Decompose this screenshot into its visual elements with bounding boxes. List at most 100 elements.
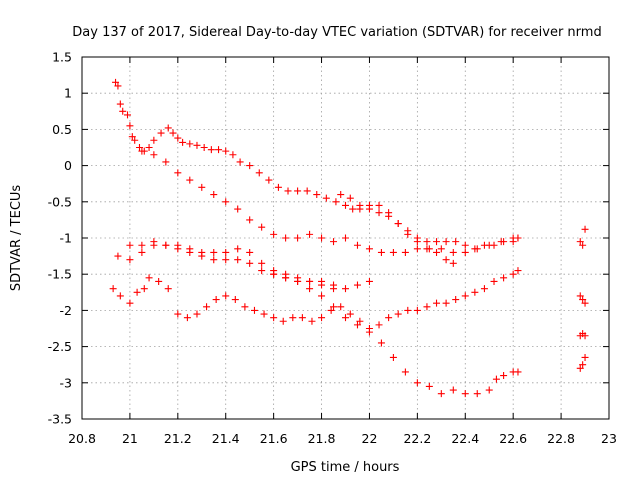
- data-point: [193, 310, 201, 318]
- data-point: [112, 78, 120, 86]
- data-point: [365, 205, 373, 213]
- data-point: [452, 238, 460, 246]
- data-point: [186, 140, 194, 148]
- data-point: [473, 390, 481, 398]
- data-point: [157, 129, 165, 137]
- axis-ticks: 20.8 21 21.2 21.4 21.6 21.8 22 22.2 22.4 22.6 22.8…: [48, 50, 617, 447]
- data-point: [109, 285, 117, 293]
- data-point: [318, 277, 326, 285]
- data-point: [356, 317, 364, 325]
- data-point: [404, 227, 412, 235]
- data-point: [222, 248, 230, 256]
- data-point: [332, 198, 340, 206]
- data-point: [471, 288, 479, 296]
- data-point: [207, 146, 215, 154]
- data-point: [461, 241, 469, 249]
- data-point: [461, 292, 469, 300]
- x-tick-label: 21.8: [308, 431, 336, 446]
- data-point: [198, 183, 206, 191]
- data-point: [353, 241, 361, 249]
- data-point: [145, 274, 153, 282]
- data-point: [186, 176, 194, 184]
- series-track-b: [138, 147, 522, 256]
- data-point: [394, 310, 402, 318]
- x-tick-label: 21: [122, 431, 138, 446]
- data-point: [308, 317, 316, 325]
- data-point: [250, 306, 258, 314]
- x-tick-label: 22.8: [547, 431, 575, 446]
- data-point: [138, 248, 146, 256]
- data-point: [346, 310, 354, 318]
- data-point: [138, 241, 146, 249]
- data-point: [306, 277, 314, 285]
- data-point: [203, 303, 211, 311]
- chart-title: Day 137 of 2017, Sidereal Day-to-day VTE…: [72, 25, 601, 40]
- data-point: [385, 212, 393, 220]
- data-point: [282, 234, 290, 242]
- data-point: [433, 299, 441, 307]
- data-point: [200, 144, 208, 151]
- data-point: [169, 129, 177, 137]
- data-point: [174, 134, 182, 142]
- data-point: [375, 209, 383, 217]
- data-point: [576, 364, 584, 372]
- data-point: [413, 234, 421, 242]
- x-tick-label: 22.6: [499, 431, 527, 446]
- series-isolated-points: [576, 225, 589, 372]
- data-point: [313, 191, 321, 199]
- data-point: [365, 277, 373, 285]
- data-point: [234, 245, 242, 253]
- data-point: [500, 274, 508, 282]
- data-point: [425, 245, 433, 253]
- data-point: [353, 281, 361, 289]
- data-point: [425, 382, 433, 390]
- data-point: [492, 375, 500, 383]
- data-point: [318, 292, 326, 300]
- data-point: [150, 241, 158, 249]
- data-point: [356, 201, 364, 209]
- data-point: [401, 248, 409, 256]
- data-point: [330, 281, 338, 289]
- data-point: [279, 317, 287, 325]
- data-point: [442, 256, 450, 264]
- data-point: [241, 303, 249, 311]
- data-point: [423, 238, 431, 246]
- x-tick-label: 22.2: [403, 431, 431, 446]
- y-tick-label: 1: [64, 86, 72, 101]
- data-point: [215, 146, 223, 154]
- data-point: [394, 220, 402, 228]
- data-point: [342, 314, 349, 322]
- data-point: [222, 198, 230, 206]
- x-tick-label: 22.4: [451, 431, 479, 446]
- data-point: [322, 194, 330, 202]
- data-point: [246, 248, 254, 256]
- data-point: [150, 151, 158, 159]
- data-point: [346, 194, 354, 202]
- data-point: [131, 136, 139, 144]
- data-point: [576, 292, 584, 300]
- y-tick-label: 0.5: [52, 122, 72, 137]
- data-point: [210, 248, 218, 256]
- data-point: [579, 296, 587, 304]
- data-point: [461, 390, 469, 398]
- data-point: [401, 368, 409, 376]
- data-point: [212, 296, 220, 304]
- data-point: [270, 314, 278, 322]
- data-point: [365, 245, 373, 253]
- data-point: [442, 238, 450, 246]
- data-point: [581, 225, 589, 233]
- data-point: [480, 241, 488, 249]
- data-point: [306, 230, 314, 238]
- series-track-e: [109, 267, 522, 332]
- data-point: [581, 299, 589, 307]
- data-point: [126, 122, 134, 130]
- data-point: [128, 133, 136, 141]
- y-tick-label: -0.5: [48, 194, 72, 209]
- data-point: [255, 169, 263, 177]
- data-point: [303, 187, 311, 195]
- data-point: [174, 241, 182, 249]
- data-point: [114, 82, 122, 90]
- data-point: [164, 124, 172, 132]
- data-point: [509, 270, 517, 278]
